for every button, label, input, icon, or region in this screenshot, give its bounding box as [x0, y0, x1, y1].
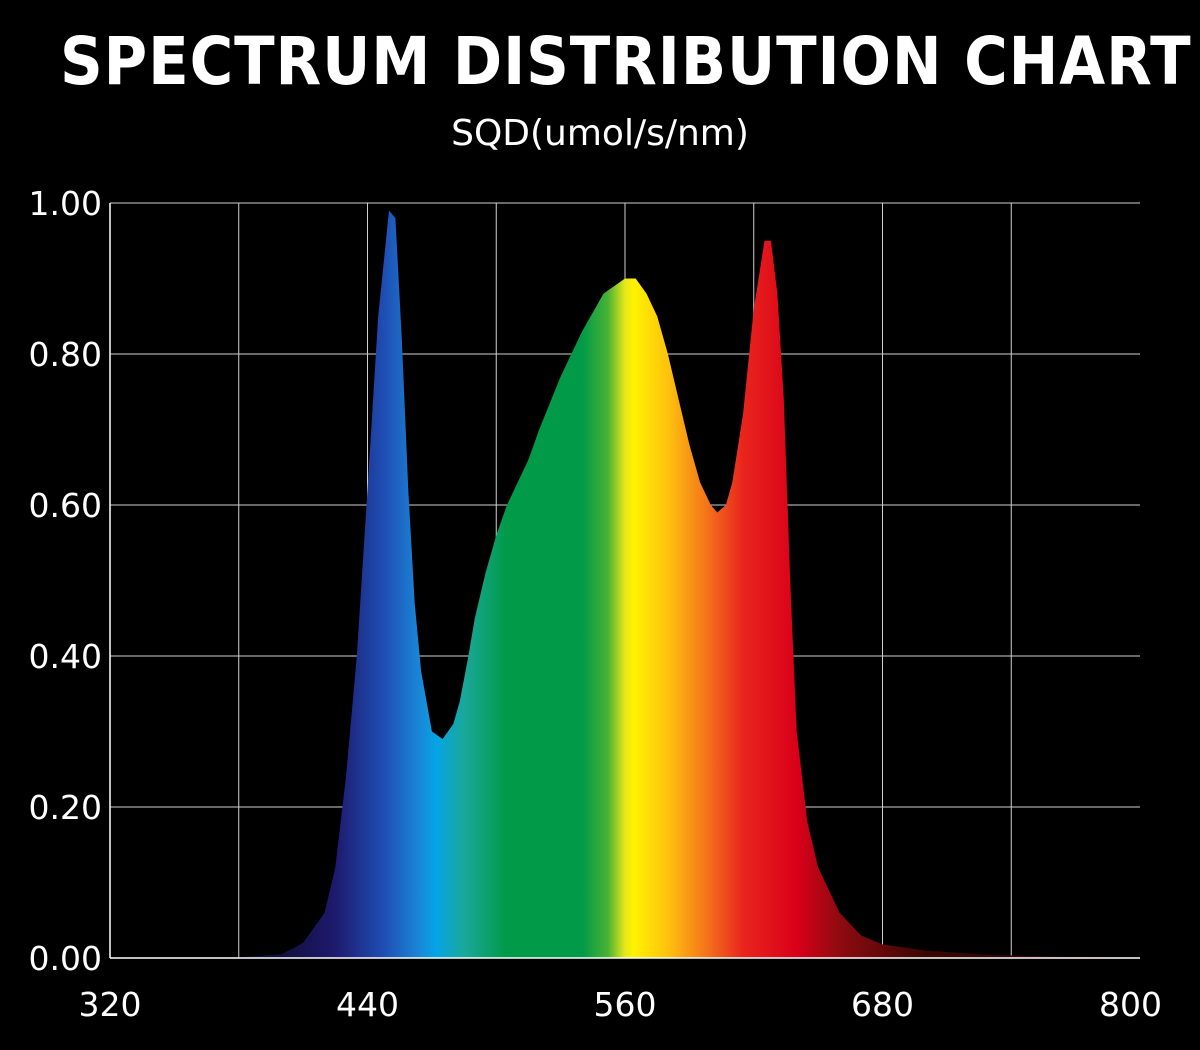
axes	[109, 203, 1140, 959]
x-tick-label: 440	[336, 985, 399, 1024]
chart-title: SPECTRUM DISTRIBUTION CHART	[60, 23, 1192, 100]
y-tick-label: 0.00	[29, 939, 102, 978]
y-tick-label: 1.00	[29, 184, 102, 223]
chart-subtitle: SQD(umol/s/nm)	[451, 113, 749, 154]
x-tick-label: 320	[79, 985, 142, 1024]
x-tick-label: 560	[594, 985, 657, 1024]
spectrum-area	[110, 210, 1140, 958]
tick-labels: 0.00 0.20 0.40 0.60 0.80 1.00 320 440 560 680 800	[29, 184, 1162, 1024]
y-tick-label: 0.60	[29, 486, 102, 525]
plot-area	[110, 210, 1140, 958]
x-tick-label: 800	[1099, 985, 1162, 1024]
y-tick-label: 0.40	[29, 637, 102, 676]
y-tick-label: 0.20	[29, 788, 102, 827]
x-tick-label: 680	[851, 985, 914, 1024]
y-tick-label: 0.80	[29, 335, 102, 374]
